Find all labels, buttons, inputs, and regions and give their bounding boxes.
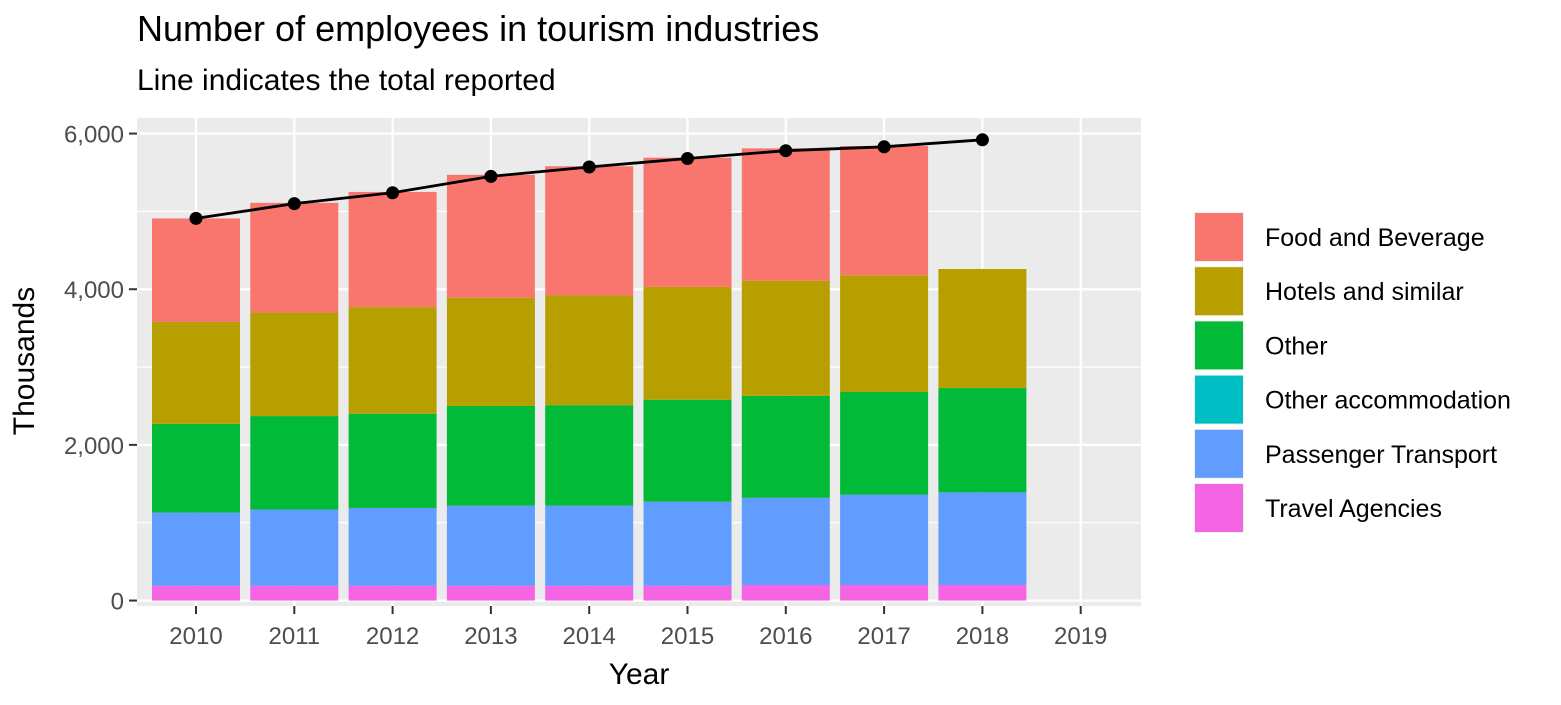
legend-swatch — [1195, 321, 1243, 370]
x-axis-title: Year — [609, 658, 670, 691]
bar-travel-agencies — [545, 585, 634, 601]
legend-label: Travel Agencies — [1265, 495, 1442, 523]
bar-hotels-and-similar — [446, 297, 535, 406]
bar-hotels-and-similar — [152, 321, 240, 424]
bar-hotels-and-similar — [938, 268, 1027, 389]
bar-travel-agencies — [152, 585, 240, 601]
total-line-layer — [189, 133, 989, 225]
bar-passenger-transport — [840, 494, 929, 585]
bar-food-and-beverage — [446, 174, 535, 298]
x-tick-label: 2016 — [759, 623, 812, 650]
bar-other — [840, 391, 929, 495]
bar-hotels-and-similar — [840, 275, 929, 392]
legend-swatch — [1195, 429, 1243, 478]
chart-title: Number of employees in tourism industrie… — [137, 8, 820, 49]
bar-passenger-transport — [938, 492, 1027, 585]
bar-travel-agencies — [446, 585, 535, 601]
y-tick-label: 0 — [111, 589, 124, 616]
bar-food-and-beverage — [545, 166, 634, 296]
total-point — [582, 160, 596, 174]
bar-passenger-transport — [446, 505, 535, 586]
total-point — [287, 197, 301, 211]
bar-other — [938, 388, 1027, 493]
bar-food-and-beverage — [348, 191, 437, 308]
bar-travel-agencies — [250, 585, 339, 601]
total-point — [386, 186, 400, 200]
bar-travel-agencies — [938, 584, 1027, 601]
x-tick-label: 2017 — [857, 623, 910, 650]
total-point — [779, 144, 793, 158]
x-tick-label: 2018 — [956, 623, 1009, 650]
y-axis-title: Thousands — [8, 287, 41, 435]
x-tick-label: 2011 — [268, 623, 320, 650]
bar-passenger-transport — [643, 501, 732, 586]
legend-label: Other — [1265, 332, 1328, 360]
bar-travel-agencies — [840, 584, 929, 601]
legend-swatch — [1195, 375, 1243, 424]
bar-food-and-beverage — [643, 157, 732, 287]
bar-hotels-and-similar — [643, 286, 732, 400]
bar-travel-agencies — [643, 585, 732, 601]
legend-label: Hotels and similar — [1265, 278, 1464, 306]
bars — [152, 146, 1027, 601]
bar-other — [348, 413, 437, 508]
legend-label: Food and Beverage — [1265, 224, 1485, 252]
bar-other — [250, 416, 339, 510]
x-tick-label: 2010 — [169, 623, 222, 650]
bar-hotels-and-similar — [545, 295, 634, 406]
bar-other — [152, 423, 240, 513]
total-point — [484, 169, 498, 183]
bar-travel-agencies — [348, 585, 437, 601]
bar-hotels-and-similar — [250, 312, 339, 417]
y-tick-label: 6,000 — [64, 122, 124, 149]
y-tick-label: 2,000 — [64, 433, 124, 460]
bar-other — [741, 395, 830, 498]
bar-passenger-transport — [741, 497, 830, 585]
bar-other — [446, 405, 535, 506]
bar-passenger-transport — [545, 505, 634, 586]
x-tick-label: 2015 — [661, 623, 714, 650]
y-tick-label: 4,000 — [64, 277, 124, 304]
x-tick-label: 2014 — [563, 623, 616, 650]
total-point — [877, 140, 891, 154]
bar-hotels-and-similar — [348, 307, 437, 414]
legend: Food and Beverage Hotels and similar Other… — [1194, 212, 1511, 533]
chart-subtitle: Line indicates the total reported — [137, 64, 556, 97]
bar-other — [545, 405, 634, 506]
legend-label: Other accommodation — [1265, 387, 1511, 415]
total-point — [189, 211, 203, 225]
total-point — [681, 151, 694, 165]
bar-food-and-beverage — [840, 146, 929, 276]
legend-label: Passenger Transport — [1265, 441, 1497, 469]
x-tick-label: 2019 — [1054, 623, 1107, 650]
axes: 0 2,000 4,000 6,000 2010 2011 2012 2013 2014 2015… — [64, 122, 1107, 650]
bar-passenger-transport — [348, 507, 437, 586]
bar-food-and-beverage — [250, 202, 339, 313]
x-tick-label: 2012 — [366, 623, 419, 650]
bar-food-and-beverage — [741, 148, 830, 281]
legend-swatch — [1195, 267, 1243, 316]
bar-passenger-transport — [152, 512, 240, 586]
legend-swatch — [1195, 213, 1243, 261]
bar-hotels-and-similar — [741, 280, 830, 396]
bar-food-and-beverage — [152, 218, 240, 322]
total-point — [975, 133, 989, 147]
bar-travel-agencies — [741, 584, 830, 601]
bar-passenger-transport — [250, 509, 339, 586]
x-tick-label: 2013 — [464, 623, 517, 650]
legend-swatch — [1195, 484, 1243, 532]
bar-other — [643, 399, 732, 502]
